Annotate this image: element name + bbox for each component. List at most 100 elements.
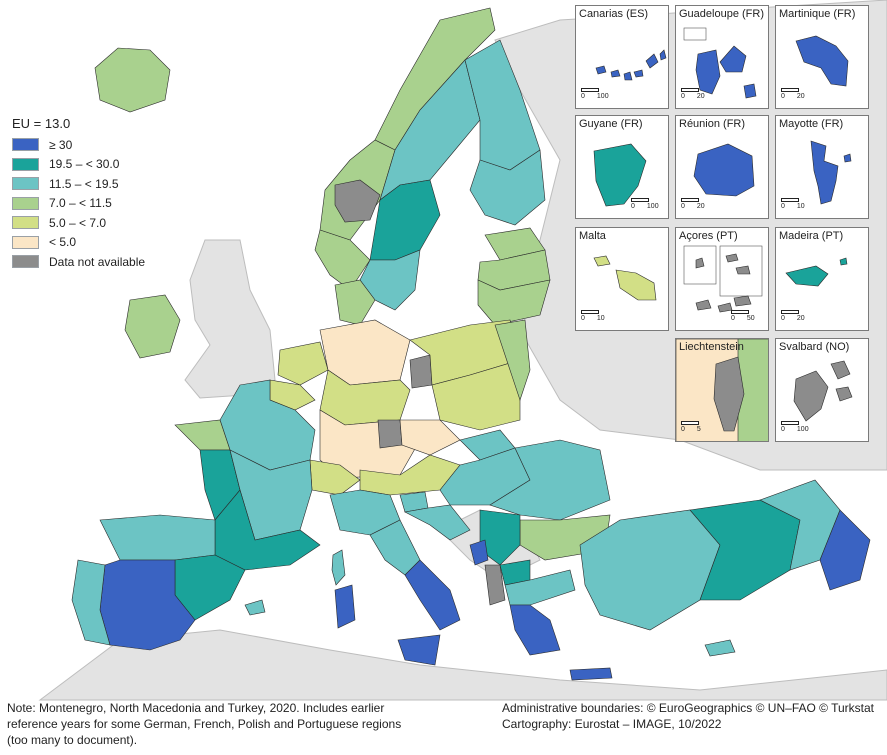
inset-svalbard: Svalbard (NO) 0 100 [775,338,869,442]
scale-bar: 0 100 [631,198,659,210]
inset-guyane: Guyane (FR) 0 100 [575,115,669,219]
inset-martinique: Martinique (FR) 0 20 [775,5,869,109]
inset-shape [595,49,667,81]
legend-label: 19.5 – < 30.0 [49,157,120,172]
credit-line: Administrative boundaries: © EuroGeograp… [502,701,875,715]
region-ireland [124,294,181,359]
legend-title: EU = 13.0 [12,116,71,131]
region-portugal [71,559,111,646]
scale-bar-graphic [681,198,699,202]
scale-label: 0 [731,315,735,322]
scale-label: 0 [681,93,685,100]
region-germany-grey [409,354,433,389]
legend-label: 7.0 – < 11.5 [49,196,112,211]
inset-guadeloupe: Guadeloupe (FR) 0 20 [675,5,769,109]
note-line: reference years for some German, French,… [7,717,402,731]
scale-numbers: 0 20 [781,93,805,100]
scale-label: 0 [681,203,685,210]
region-greece-south [509,604,561,656]
scale-label: 20 [796,93,805,100]
scale-label: 0 [581,315,585,322]
credit-line: Cartography: Eurostat – IMAGE, 10/2022 [502,717,722,731]
scale-label: 0 [581,93,585,100]
uk-landmass [184,239,276,399]
inset-title: Madeira (PT) [779,230,844,242]
inset-shape [683,245,763,313]
scale-numbers: 0 100 [581,93,609,100]
inset-title: Açores (PT) [679,230,738,242]
region-turkey-southeast [819,509,871,591]
inset-reunion: Réunion (FR) 0 20 [675,115,769,219]
legend-label: < 5.0 [49,235,77,250]
inset-title: Mayotte (FR) [779,118,844,130]
region-finland-south [469,149,546,226]
legend-swatch [12,196,39,210]
inset-title: Svalbard (NO) [779,341,850,353]
inset-shape [676,339,768,441]
scale-bar-graphic [581,88,599,92]
scale-label: 0 [781,315,785,322]
region-denmark [334,279,376,326]
scale-bar: 0 50 [731,310,755,322]
region-albania [484,564,506,606]
scale-bar: 0 20 [781,310,805,322]
scale-bar-graphic [781,421,799,425]
note-line: Note: Montenegro, North Macedonia and Tu… [7,701,385,715]
scale-numbers: 0 100 [631,203,659,210]
inset-madeira: Madeira (PT) 0 20 [775,227,869,331]
scale-numbers: 0 10 [581,315,605,322]
legend-label: Data not available [49,254,146,269]
scale-label: 0 [631,203,635,210]
scale-numbers: 0 20 [681,93,705,100]
legend-label: 5.0 – < 7.0 [49,215,107,230]
inset-title: Réunion (FR) [679,118,746,130]
scale-label: 0 [681,426,685,433]
region-france-bretagne [174,419,231,451]
legend-swatch [12,255,39,269]
legend-swatch [12,138,39,152]
region-crete [569,667,613,681]
scale-label: 0 [781,203,785,210]
legend-item: < 5.0 [12,233,145,253]
inset-mayotte: Mayotte (FR) 0 10 [775,115,869,219]
scale-bar-graphic [781,310,799,314]
scale-label: 0 [781,93,785,100]
note-line: (too many to document). [7,733,138,747]
scale-label: 10 [796,203,805,210]
region-lithuania [477,279,551,326]
inset-shape [593,255,657,301]
scale-bar: 0 10 [781,198,805,210]
legend-item: 5.0 – < 7.0 [12,213,145,233]
legend-item: 11.5 – < 19.5 [12,174,145,194]
legend-item: Data not available [12,252,145,272]
scale-bar-graphic [581,310,599,314]
legend-item: 19.5 – < 30.0 [12,155,145,175]
scale-bar-graphic [681,421,699,425]
inset-title: Guyane (FR) [579,118,643,130]
scale-label: 10 [596,315,605,322]
scale-bar-graphic [731,310,749,314]
scale-label: 50 [746,315,755,322]
scale-bar: 0 10 [581,310,605,322]
region-sardinia [334,584,356,629]
legend-swatch [12,235,39,249]
inset-acores: Açores (PT) 0 50 [675,227,769,331]
legend-swatch [12,177,39,191]
region-czechia [399,419,461,456]
legend-item: ≥ 30 [12,135,145,155]
legend-swatch [12,216,39,230]
scale-bar-graphic [781,198,799,202]
scale-label: 100 [646,203,659,210]
legend-swatch [12,157,39,171]
legend-label: ≥ 30 [49,137,73,152]
region-cyprus [704,639,736,657]
scale-bar: 0 20 [781,88,805,100]
legend-label: 11.5 – < 19.5 [49,176,119,191]
map-legend: EU = 13.0 ≥ 30 19.5 – < 30.0 11.5 – < 19.5… [12,116,145,272]
region-montenegro [469,539,489,566]
scale-bar: 0 100 [781,421,809,433]
scale-label: 20 [696,203,705,210]
scale-label: 5 [696,426,701,433]
